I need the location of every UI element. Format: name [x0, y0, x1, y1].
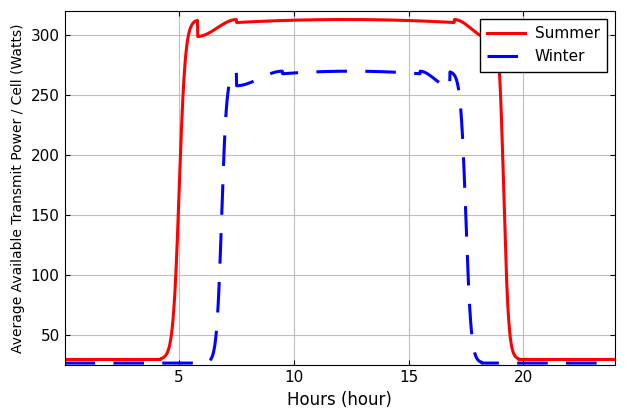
Summer: [611, 357, 618, 362]
Winter: [595, 360, 603, 365]
Winter: [595, 360, 603, 365]
Summer: [495, 50, 502, 55]
Winter: [495, 360, 502, 365]
Winter: [611, 360, 618, 365]
Winter: [347, 68, 355, 74]
Summer: [595, 357, 603, 362]
Summer: [329, 17, 336, 22]
Winter: [314, 69, 321, 74]
Summer: [595, 357, 603, 362]
Line: Winter: Winter: [64, 71, 615, 363]
Summer: [314, 17, 321, 22]
Winter: [61, 360, 68, 365]
Summer: [61, 357, 68, 362]
X-axis label: Hours (hour): Hours (hour): [287, 391, 392, 409]
Line: Summer: Summer: [64, 19, 615, 360]
Winter: [329, 69, 336, 74]
Legend: Summer, Winter: Summer, Winter: [480, 19, 607, 72]
Summer: [342, 17, 349, 22]
Winter: [89, 360, 96, 365]
Y-axis label: Average Available Transmit Power / Cell (Watts): Average Available Transmit Power / Cell …: [11, 24, 25, 353]
Summer: [89, 357, 96, 362]
